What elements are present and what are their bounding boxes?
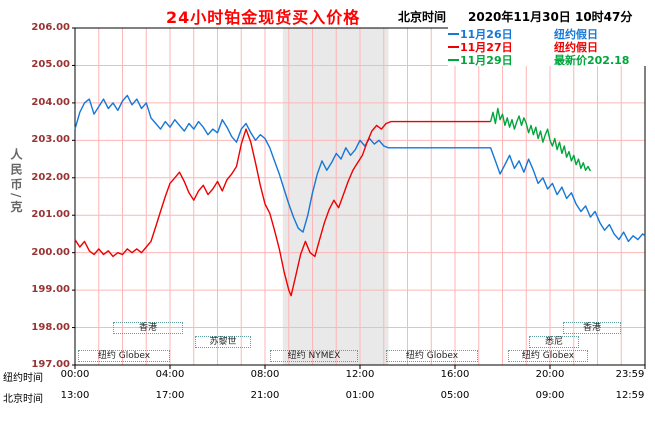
x-axis-ny-row-label: 纽约时间: [3, 373, 43, 384]
x-tick-bj: 13:00: [60, 390, 90, 401]
legend-item-nov27: 11月27日 纽约假日: [448, 40, 646, 54]
x-tick-bj: 21:00: [250, 390, 280, 401]
x-tick-bj: 12:59: [615, 390, 645, 401]
x-axis-bj-row-label: 北京时间: [3, 394, 43, 405]
y-axis-label: 198.00: [31, 322, 70, 333]
legend-latest-price: 最新价202.18: [554, 53, 630, 67]
x-tick-ny: 04:00: [155, 369, 185, 380]
legend-line-swatch-blue: [448, 32, 459, 35]
session-sydney: 悉尼: [529, 336, 579, 348]
y-axis-label: 199.00: [31, 284, 70, 295]
legend-status: 纽约假日: [554, 27, 598, 41]
y-axis-label: 206.00: [31, 22, 70, 33]
x-tick-ny: 12:00: [345, 369, 375, 380]
x-tick-bj: 17:00: [155, 390, 185, 401]
y-axis-label: 204.00: [31, 97, 70, 108]
legend-line-swatch-green: [448, 58, 459, 61]
y-axis-label: 203.00: [31, 134, 70, 145]
session-ny-globex-3: 纽约 Globex: [508, 350, 588, 362]
x-tick-ny: 08:00: [250, 369, 280, 380]
y-axis-label: 200.00: [31, 247, 70, 258]
legend-date: 11月29日: [460, 53, 513, 67]
x-tick-ny: 00:00: [60, 369, 90, 380]
x-tick-ny: 16:00: [440, 369, 470, 380]
beijing-time-label: 北京时间: [398, 10, 447, 24]
legend-line-swatch-red: [448, 45, 459, 48]
chart-legend: 11月26日 纽约假日 11月27日 纽约假日 11月29日 最新价202.18: [448, 27, 646, 67]
current-datetime: 2020年11月30日 10时47分: [468, 10, 633, 24]
session-ny-globex-2: 纽约 Globex: [386, 350, 478, 362]
y-axis-label: 205.00: [31, 59, 70, 70]
x-tick-bj: 05:00: [440, 390, 470, 401]
y-axis-label: 201.00: [31, 209, 70, 220]
session-zurich: 苏黎世: [195, 336, 251, 348]
session-ny-nymex: 纽约 NYMEX: [270, 350, 358, 362]
x-tick-bj: 01:00: [345, 390, 375, 401]
y-axis-label: 202.00: [31, 172, 70, 183]
legend-status: 纽约假日: [554, 40, 598, 54]
session-hongkong-1: 香港: [113, 322, 183, 334]
legend-date: 11月27日: [460, 40, 513, 54]
legend-date: 11月26日: [460, 27, 513, 41]
legend-item-nov29: 11月29日 最新价202.18: [448, 53, 646, 67]
y-axis-label: 197.00: [31, 359, 70, 370]
x-tick-ny: 20:00: [535, 369, 565, 380]
legend-item-nov26: 11月26日 纽约假日: [448, 27, 646, 41]
x-tick-bj: 09:00: [535, 390, 565, 401]
x-tick-ny: 23:59: [615, 369, 645, 380]
session-ny-globex-1: 纽约 Globex: [78, 350, 170, 362]
page-title: 24小时铂金现货买入价格: [166, 8, 361, 27]
session-hongkong-2: 香港: [563, 322, 621, 334]
y-axis-title: 人民币/克: [9, 148, 23, 216]
